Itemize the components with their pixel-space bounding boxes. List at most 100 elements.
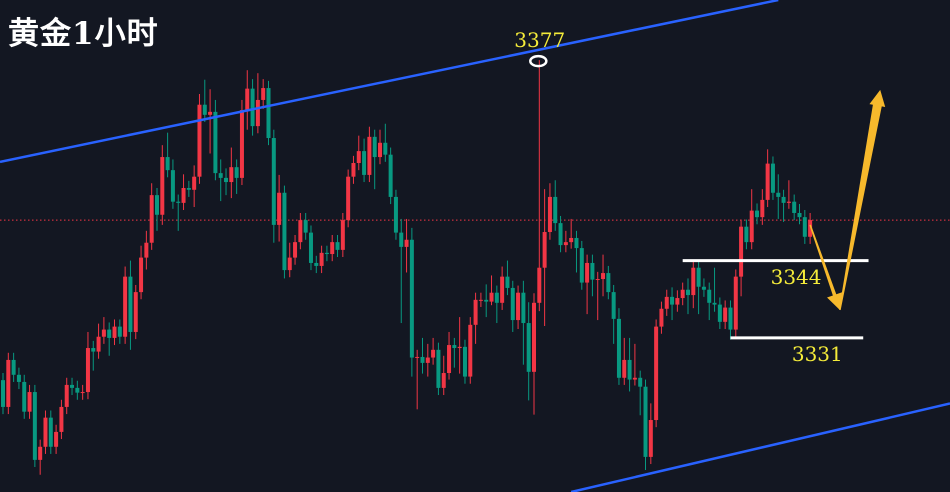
candle bbox=[64, 377, 69, 415]
candle-body bbox=[579, 248, 584, 283]
candle-body bbox=[59, 406, 64, 432]
candle bbox=[372, 129, 377, 190]
candle-body bbox=[250, 88, 255, 127]
candle-body bbox=[739, 226, 744, 277]
candle-body bbox=[218, 173, 223, 178]
candle-body bbox=[537, 267, 542, 303]
candle-body bbox=[521, 292, 526, 324]
candle bbox=[70, 377, 75, 396]
candle-body bbox=[70, 384, 75, 388]
candle bbox=[808, 212, 813, 244]
candle bbox=[16, 367, 21, 390]
candle bbox=[770, 156, 775, 200]
candle bbox=[340, 212, 345, 258]
level-label-3344: 3344 bbox=[770, 264, 822, 289]
candle bbox=[234, 159, 239, 194]
candle bbox=[712, 267, 717, 312]
candle bbox=[202, 79, 207, 122]
candle bbox=[218, 159, 223, 202]
candle-body bbox=[516, 292, 521, 321]
candle bbox=[733, 269, 738, 338]
candle bbox=[213, 99, 218, 181]
candle-body bbox=[287, 257, 292, 271]
candle-body bbox=[293, 242, 298, 258]
candle bbox=[96, 323, 101, 359]
candle-body bbox=[659, 308, 664, 327]
candle bbox=[569, 218, 574, 249]
spike-circle-marker bbox=[529, 54, 548, 68]
candle bbox=[293, 234, 298, 265]
candle-body bbox=[271, 138, 276, 225]
candle-body bbox=[6, 359, 11, 407]
candle-body bbox=[500, 276, 505, 303]
candle-body bbox=[473, 299, 478, 325]
candle bbox=[691, 260, 696, 309]
candle bbox=[186, 180, 191, 197]
candle-body bbox=[54, 431, 59, 447]
candle-body bbox=[208, 111, 213, 115]
candle-body bbox=[420, 356, 425, 363]
candle bbox=[75, 380, 80, 400]
candle bbox=[287, 242, 292, 278]
candle-body bbox=[11, 359, 16, 375]
candle bbox=[510, 280, 515, 332]
candle-body bbox=[685, 289, 690, 296]
candle-body bbox=[22, 381, 27, 412]
candle bbox=[107, 322, 112, 356]
candle-body bbox=[792, 201, 797, 213]
candle-body bbox=[622, 359, 627, 378]
candle bbox=[643, 379, 648, 470]
candle-body bbox=[38, 446, 43, 460]
candle-body bbox=[351, 163, 356, 177]
candle-body bbox=[457, 346, 462, 349]
candle bbox=[526, 302, 531, 401]
candle bbox=[606, 265, 611, 300]
candle-body bbox=[399, 232, 404, 247]
candle-body bbox=[616, 318, 621, 378]
candle bbox=[54, 424, 59, 454]
candle-body bbox=[117, 326, 122, 337]
candle bbox=[154, 187, 159, 231]
candle-body bbox=[340, 220, 345, 250]
candle-body bbox=[234, 167, 239, 178]
candle bbox=[239, 99, 244, 186]
candle-body bbox=[585, 262, 590, 283]
candle bbox=[128, 260, 133, 350]
candle-body bbox=[526, 323, 531, 372]
candle bbox=[245, 70, 250, 130]
candle-body bbox=[632, 377, 637, 380]
candle-body bbox=[595, 279, 600, 281]
candle-body bbox=[611, 292, 616, 319]
candle-body bbox=[441, 373, 446, 388]
candle bbox=[802, 210, 807, 244]
candle-body bbox=[569, 237, 574, 243]
candle bbox=[739, 219, 744, 297]
candle bbox=[462, 339, 467, 384]
candle bbox=[776, 174, 781, 219]
candle bbox=[38, 439, 43, 475]
candle bbox=[91, 340, 96, 371]
candle bbox=[473, 292, 478, 344]
candle-body bbox=[728, 307, 733, 330]
candle-body bbox=[85, 348, 90, 393]
candle bbox=[224, 168, 229, 196]
candle-body bbox=[749, 210, 754, 243]
candle bbox=[664, 289, 669, 316]
candle bbox=[616, 308, 621, 385]
candle-body bbox=[266, 88, 271, 139]
candle-body bbox=[101, 329, 106, 337]
candle-body bbox=[431, 349, 436, 358]
candle-body bbox=[484, 299, 489, 302]
candle-body bbox=[707, 289, 712, 303]
candle-body bbox=[510, 287, 515, 321]
candle-body bbox=[107, 329, 112, 338]
candle bbox=[547, 183, 552, 240]
candle-body bbox=[436, 349, 441, 388]
candle-body bbox=[96, 336, 101, 352]
candle bbox=[208, 89, 213, 154]
candle bbox=[447, 331, 452, 380]
candle-body bbox=[680, 289, 685, 299]
candle-body bbox=[239, 110, 244, 178]
candle-body bbox=[319, 252, 324, 266]
